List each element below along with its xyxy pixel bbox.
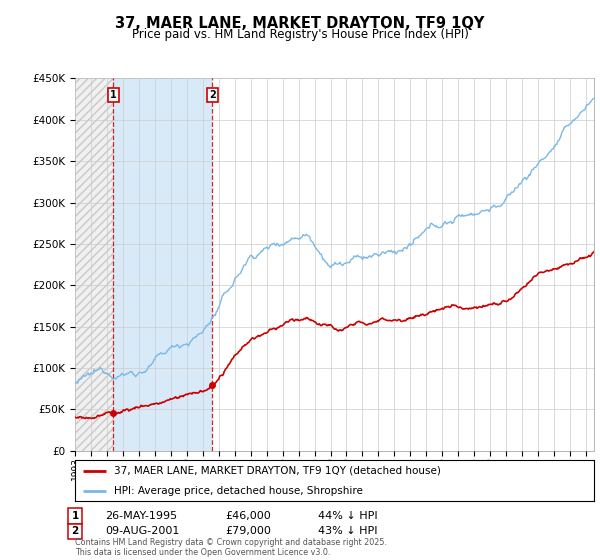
- Bar: [212, 78, 594, 451]
- Text: £46,000: £46,000: [225, 511, 271, 521]
- Text: 26-MAY-1995: 26-MAY-1995: [105, 511, 177, 521]
- Bar: [113, 78, 212, 451]
- Text: 2: 2: [71, 526, 79, 536]
- Text: 2: 2: [209, 90, 216, 100]
- Text: Price paid vs. HM Land Registry's House Price Index (HPI): Price paid vs. HM Land Registry's House …: [131, 28, 469, 41]
- Text: £79,000: £79,000: [225, 526, 271, 536]
- Text: 37, MAER LANE, MARKET DRAYTON, TF9 1QY: 37, MAER LANE, MARKET DRAYTON, TF9 1QY: [115, 16, 485, 31]
- Text: 1: 1: [110, 90, 117, 100]
- Text: 37, MAER LANE, MARKET DRAYTON, TF9 1QY (detached house): 37, MAER LANE, MARKET DRAYTON, TF9 1QY (…: [114, 465, 441, 475]
- Text: 43% ↓ HPI: 43% ↓ HPI: [318, 526, 377, 536]
- Text: 1: 1: [71, 511, 79, 521]
- Text: 44% ↓ HPI: 44% ↓ HPI: [318, 511, 377, 521]
- Text: 09-AUG-2001: 09-AUG-2001: [105, 526, 179, 536]
- Text: Contains HM Land Registry data © Crown copyright and database right 2025.
This d: Contains HM Land Registry data © Crown c…: [75, 538, 387, 557]
- Text: HPI: Average price, detached house, Shropshire: HPI: Average price, detached house, Shro…: [114, 486, 363, 496]
